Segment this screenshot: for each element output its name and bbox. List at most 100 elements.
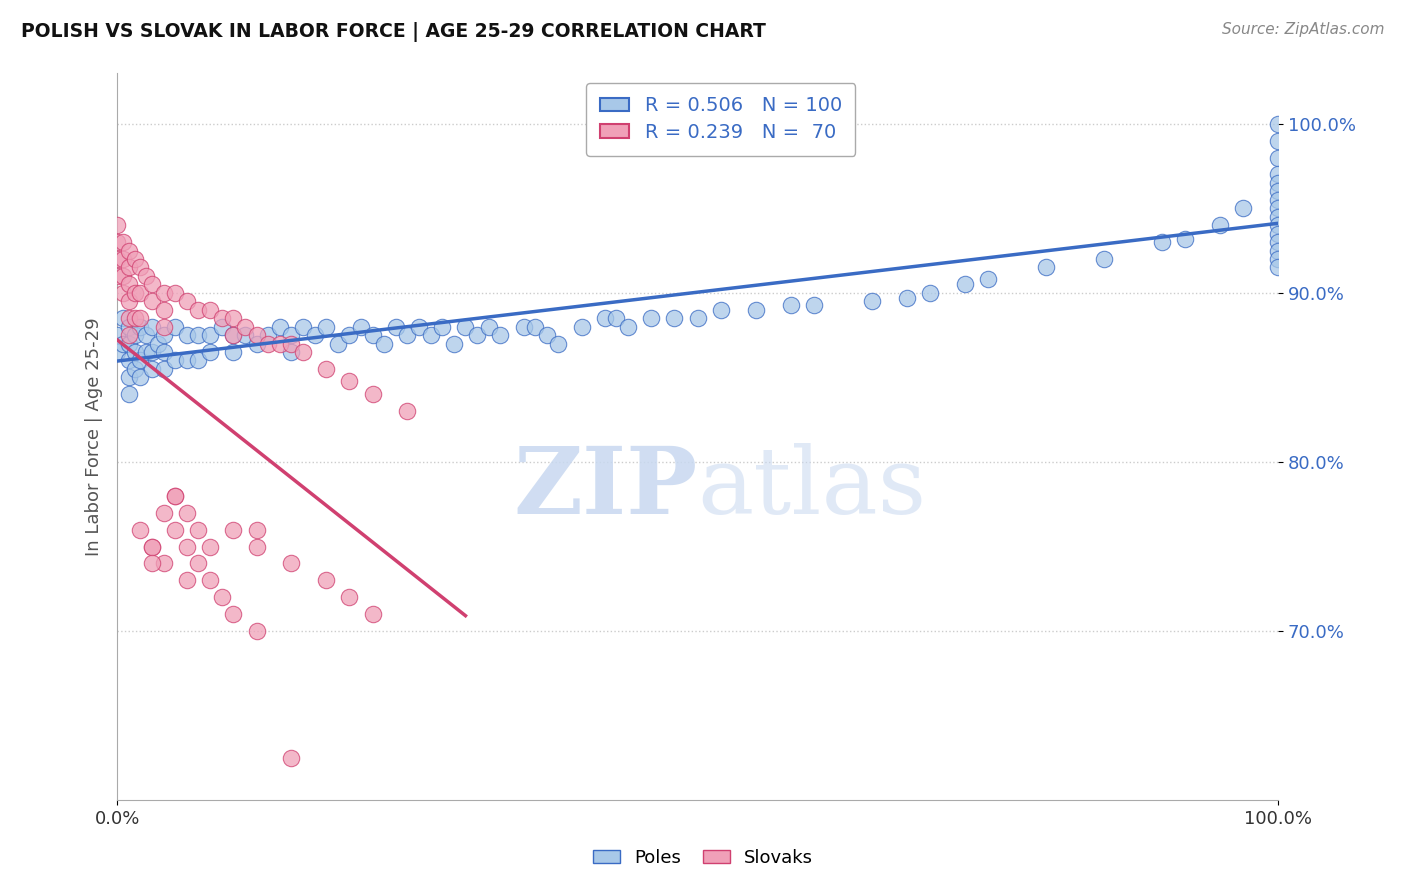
Point bbox=[118, 277, 141, 292]
Point bbox=[124, 311, 146, 326]
Point bbox=[337, 591, 360, 605]
Point bbox=[198, 328, 221, 343]
Point bbox=[118, 370, 141, 384]
Text: Source: ZipAtlas.com: Source: ZipAtlas.com bbox=[1222, 22, 1385, 37]
Point bbox=[105, 218, 128, 232]
Point bbox=[640, 311, 662, 326]
Point bbox=[176, 328, 198, 343]
Point bbox=[1267, 260, 1289, 275]
Legend: Poles, Slovaks: Poles, Slovaks bbox=[585, 842, 821, 874]
Point bbox=[152, 319, 174, 334]
Point bbox=[269, 336, 291, 351]
Point bbox=[245, 540, 267, 554]
Point bbox=[222, 328, 245, 343]
Point bbox=[152, 345, 174, 359]
Point bbox=[280, 336, 302, 351]
Point bbox=[1232, 201, 1254, 215]
Point bbox=[198, 574, 221, 588]
Point bbox=[118, 294, 141, 309]
Text: atlas: atlas bbox=[697, 442, 927, 533]
Point bbox=[593, 311, 616, 326]
Point bbox=[1209, 218, 1232, 232]
Point bbox=[118, 328, 141, 343]
Point bbox=[135, 345, 157, 359]
Point bbox=[385, 319, 408, 334]
Point bbox=[245, 336, 267, 351]
Point bbox=[443, 336, 465, 351]
Point bbox=[396, 328, 419, 343]
Point bbox=[176, 294, 198, 309]
Point bbox=[860, 294, 883, 309]
Point bbox=[1267, 117, 1289, 131]
Point bbox=[198, 345, 221, 359]
Point bbox=[111, 285, 134, 300]
Point bbox=[465, 328, 488, 343]
Point bbox=[361, 607, 384, 622]
Point bbox=[1267, 201, 1289, 215]
Point bbox=[124, 362, 146, 376]
Text: POLISH VS SLOVAK IN LABOR FORCE | AGE 25-29 CORRELATION CHART: POLISH VS SLOVAK IN LABOR FORCE | AGE 25… bbox=[21, 22, 766, 42]
Point bbox=[118, 387, 141, 401]
Point bbox=[105, 345, 128, 359]
Point bbox=[280, 557, 302, 571]
Point bbox=[118, 260, 141, 275]
Point bbox=[176, 574, 198, 588]
Point bbox=[1267, 227, 1289, 241]
Point bbox=[152, 328, 174, 343]
Point bbox=[1267, 244, 1289, 258]
Point bbox=[489, 328, 512, 343]
Point bbox=[105, 328, 128, 343]
Point bbox=[1035, 260, 1057, 275]
Point bbox=[304, 328, 326, 343]
Y-axis label: In Labor Force | Age 25-29: In Labor Force | Age 25-29 bbox=[86, 318, 103, 556]
Point bbox=[124, 345, 146, 359]
Point bbox=[165, 523, 187, 537]
Point bbox=[187, 557, 209, 571]
Point bbox=[129, 370, 152, 384]
Point bbox=[141, 319, 163, 334]
Point bbox=[222, 328, 245, 343]
Point bbox=[1092, 252, 1115, 266]
Point bbox=[165, 319, 187, 334]
Point bbox=[1267, 176, 1289, 190]
Point bbox=[111, 252, 134, 266]
Point bbox=[396, 404, 419, 418]
Point bbox=[896, 291, 918, 305]
Point bbox=[373, 336, 395, 351]
Point bbox=[953, 277, 976, 292]
Point bbox=[245, 624, 267, 639]
Point bbox=[111, 268, 134, 283]
Point bbox=[257, 328, 280, 343]
Point bbox=[129, 311, 152, 326]
Point bbox=[105, 252, 128, 266]
Point bbox=[1267, 210, 1289, 224]
Point bbox=[111, 311, 134, 326]
Point bbox=[326, 336, 349, 351]
Point bbox=[152, 285, 174, 300]
Point bbox=[315, 362, 337, 376]
Point bbox=[803, 298, 825, 312]
Point bbox=[977, 272, 1000, 286]
Point bbox=[111, 235, 134, 249]
Point bbox=[571, 319, 593, 334]
Point bbox=[1267, 185, 1289, 199]
Point bbox=[233, 319, 256, 334]
Point bbox=[779, 298, 801, 312]
Point bbox=[176, 540, 198, 554]
Point bbox=[118, 319, 141, 334]
Point bbox=[337, 328, 360, 343]
Point bbox=[141, 540, 163, 554]
Point bbox=[617, 319, 640, 334]
Point bbox=[280, 345, 302, 359]
Point bbox=[111, 336, 134, 351]
Point bbox=[129, 353, 152, 368]
Point bbox=[141, 294, 163, 309]
Point bbox=[129, 319, 152, 334]
Point bbox=[744, 302, 766, 317]
Point bbox=[152, 302, 174, 317]
Point bbox=[245, 523, 267, 537]
Legend: R = 0.506   N = 100, R = 0.239   N =  70: R = 0.506 N = 100, R = 0.239 N = 70 bbox=[586, 83, 855, 156]
Point bbox=[1267, 252, 1289, 266]
Point bbox=[337, 374, 360, 388]
Point bbox=[146, 336, 169, 351]
